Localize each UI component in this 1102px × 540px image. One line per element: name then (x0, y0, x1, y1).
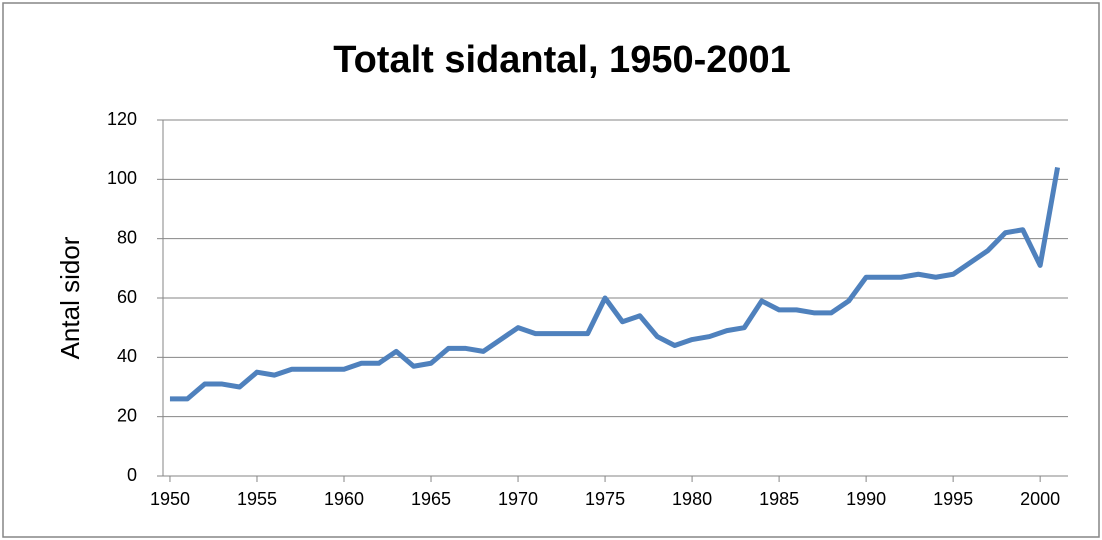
x-tick-label: 1975 (585, 489, 625, 509)
x-tick-label: 1985 (759, 489, 799, 509)
y-tick-label: 80 (117, 227, 137, 247)
x-tick-label: 2000 (1020, 489, 1060, 509)
x-tick-label: 1980 (672, 489, 712, 509)
x-tick-label: 1950 (150, 489, 190, 509)
y-tick-label: 0 (127, 465, 137, 485)
x-tick-label: 1970 (498, 489, 538, 509)
x-tick-label: 1955 (237, 489, 277, 509)
x-tick-label: 1960 (324, 489, 364, 509)
y-tick-label: 40 (117, 346, 137, 366)
y-tick-label: 120 (107, 109, 137, 129)
y-tick-label: 20 (117, 405, 137, 425)
chart-title: Totalt sidantal, 1950-2001 (333, 39, 791, 81)
y-tick-label: 100 (107, 168, 137, 188)
y-axis-label: Antal sidor (55, 236, 85, 359)
x-tick-label: 1995 (933, 489, 973, 509)
x-tick-label: 1965 (411, 489, 451, 509)
y-tick-label: 60 (117, 287, 137, 307)
line-series (169, 167, 1061, 402)
x-tick-label: 1990 (846, 489, 886, 509)
